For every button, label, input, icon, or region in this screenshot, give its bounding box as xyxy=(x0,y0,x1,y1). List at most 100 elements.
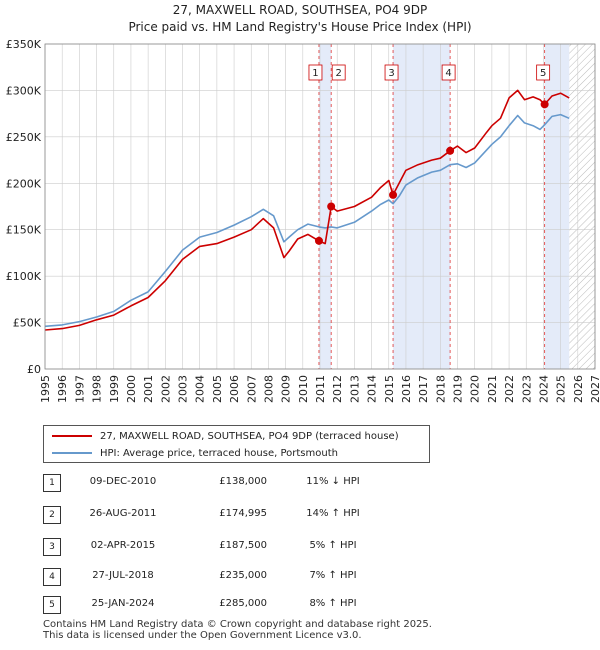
sale-number-badge: 2 xyxy=(43,506,61,524)
x-tick-label: 1995 xyxy=(39,375,52,403)
legend-swatch-property xyxy=(52,435,92,437)
sale-marker-label: 5 xyxy=(540,68,546,79)
property-series-line xyxy=(44,89,570,331)
x-tick-label: 2002 xyxy=(159,375,172,403)
legend-label-property: 27, MAXWELL ROAD, SOUTHSEA, PO4 9DP (ter… xyxy=(100,430,399,442)
sale-point xyxy=(327,202,336,211)
sale-price: £138,000 xyxy=(219,476,267,487)
x-tick-label: 2022 xyxy=(503,375,516,403)
sale-number-badge: 1 xyxy=(43,474,61,492)
sale-hpi-change: 11% ↓ HPI xyxy=(306,476,360,487)
sale-point xyxy=(540,100,549,109)
x-tick-label: 2006 xyxy=(228,375,241,403)
sale-number-badge: 5 xyxy=(43,596,61,614)
future-hatched-region xyxy=(569,44,595,369)
footer-line-copyright: Contains HM Land Registry data © Crown c… xyxy=(43,619,432,630)
sale-marker-label: 1 xyxy=(312,68,318,79)
sale-hpi-change: 8% ↑ HPI xyxy=(309,598,357,609)
y-tick-label: £50K xyxy=(13,317,42,330)
x-tick-label: 2009 xyxy=(280,375,293,403)
plot-frame xyxy=(44,43,596,370)
x-tick-label: 2008 xyxy=(262,375,275,403)
y-tick-label: £100K xyxy=(6,270,42,283)
x-tick-label: 2027 xyxy=(589,375,600,403)
footer-attribution: Contains HM Land Registry data © Crown c… xyxy=(43,619,432,641)
sale-point xyxy=(314,236,323,245)
x-tick-label: 2011 xyxy=(314,375,327,403)
sale-price: £174,995 xyxy=(219,508,267,519)
x-tick-label: 2010 xyxy=(297,375,310,403)
y-tick-label: £0 xyxy=(27,363,41,376)
y-tick-label: £200K xyxy=(6,177,42,190)
sale-date: 27-JUL-2018 xyxy=(92,570,154,581)
sale-date: 09-DEC-2010 xyxy=(89,476,157,487)
shaded-span xyxy=(318,44,332,369)
sale-marker-box xyxy=(536,64,551,81)
plot-area: £0 £50K £100K £150K £200K £250K £300K £350K 1995… xyxy=(6,38,600,403)
legend-swatch-hpi xyxy=(52,452,92,454)
sale-marker-label: 4 xyxy=(445,68,451,79)
sale-date: 26-AUG-2011 xyxy=(89,508,157,519)
chart-title: 27, MAXWELL ROAD, SOUTHSEA, PO4 9DP xyxy=(173,3,427,17)
sale-date: 02-APR-2015 xyxy=(90,540,156,551)
sale-number-badge: 4 xyxy=(43,568,61,586)
shaded-span xyxy=(393,44,451,369)
x-tick-label: 2013 xyxy=(348,375,361,403)
x-tick-label: 2023 xyxy=(520,375,533,403)
sale-hpi-change: 14% ↑ HPI xyxy=(306,508,360,519)
y-tick-label: £350K xyxy=(6,38,42,51)
y-tick-label: £150K xyxy=(6,224,42,237)
x-tick-label: 2024 xyxy=(537,375,550,403)
x-tick-label: 2017 xyxy=(417,375,430,403)
x-tick-label: 1998 xyxy=(91,375,104,403)
sale-price: £235,000 xyxy=(219,570,267,581)
sale-number-badge: 3 xyxy=(43,538,61,556)
sale-row: 2 26-AUG-2011 £174,995 14% ↑ HPI xyxy=(43,506,403,524)
x-tick-label: 2021 xyxy=(486,375,499,403)
x-tick-label: 2001 xyxy=(142,375,155,403)
hpi-series-line xyxy=(44,113,570,328)
x-tick-label: 2003 xyxy=(177,375,190,403)
sale-row: 3 02-APR-2015 £187,500 5% ↑ HPI xyxy=(43,538,403,556)
sale-marker-box xyxy=(384,64,399,81)
x-tick-label: 2016 xyxy=(400,375,413,403)
x-tick-label: 1996 xyxy=(56,375,69,403)
x-tick-label: 2012 xyxy=(331,375,344,403)
sale-price: £285,000 xyxy=(219,598,267,609)
sale-hpi-change: 7% ↑ HPI xyxy=(309,570,357,581)
x-tick-label: 2015 xyxy=(383,375,396,403)
x-tick-label: 1999 xyxy=(108,375,121,403)
footer-line-licence: This data is licensed under the Open Gov… xyxy=(43,630,362,641)
x-tick-label: 2014 xyxy=(366,375,379,403)
sale-date: 25-JAN-2024 xyxy=(91,598,155,609)
sale-marker-box xyxy=(331,64,346,81)
sale-marker-box xyxy=(441,64,456,81)
x-tick-label: 2026 xyxy=(572,375,585,403)
sale-row: 5 25-JAN-2024 £285,000 8% ↑ HPI xyxy=(43,596,403,614)
price-chart: 27, MAXWELL ROAD, SOUTHSEA, PO4 9DP Pric… xyxy=(6,3,600,403)
legend-item-property: 27, MAXWELL ROAD, SOUTHSEA, PO4 9DP (ter… xyxy=(52,428,399,444)
x-tick-label: 2019 xyxy=(452,375,465,403)
sale-point xyxy=(389,190,398,199)
legend: 27, MAXWELL ROAD, SOUTHSEA, PO4 9DP (ter… xyxy=(43,425,430,463)
y-tick-label: £300K xyxy=(6,84,42,97)
x-tick-label: 2018 xyxy=(434,375,447,403)
x-tick-label: 2007 xyxy=(245,375,258,403)
x-tick-label: 2005 xyxy=(211,375,224,403)
x-tick-label: 2000 xyxy=(125,375,138,403)
sale-row: 1 09-DEC-2010 £138,000 11% ↓ HPI xyxy=(43,474,403,492)
sale-point xyxy=(446,146,455,155)
sale-price: £187,500 xyxy=(219,540,267,551)
shaded-span xyxy=(544,44,570,369)
x-tick-label: 2004 xyxy=(194,375,207,403)
legend-label-hpi: HPI: Average price, terraced house, Port… xyxy=(100,447,338,459)
x-tick-label: 2020 xyxy=(469,375,482,403)
sale-marker-label: 2 xyxy=(335,68,341,79)
y-tick-label: £250K xyxy=(6,131,42,144)
x-tick-label: 1997 xyxy=(73,375,86,403)
chart-subtitle: Price paid vs. HM Land Registry's House … xyxy=(128,20,471,34)
sale-row: 4 27-JUL-2018 £235,000 7% ↑ HPI xyxy=(43,568,403,586)
sale-marker-box xyxy=(308,64,323,81)
legend-item-hpi: HPI: Average price, terraced house, Port… xyxy=(52,445,338,461)
sale-hpi-change: 5% ↑ HPI xyxy=(309,540,357,551)
